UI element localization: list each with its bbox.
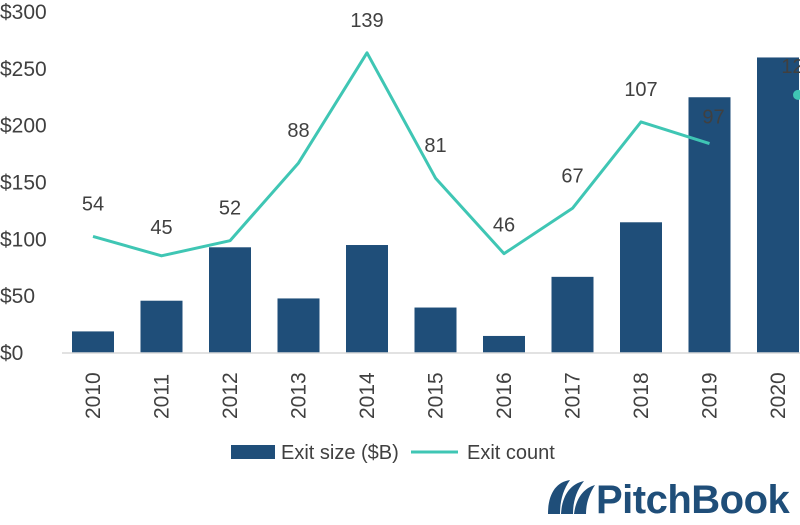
bar-exit-size-2012: [209, 247, 251, 353]
data-label-exit-count: 97: [702, 107, 724, 129]
data-label-exit-count: 139: [350, 10, 383, 32]
exit-count-series: [92, 51, 800, 258]
y-tick-label: $250: [0, 58, 47, 81]
x-tick-label: 2020: [767, 372, 790, 419]
x-tick-label: 2017: [562, 372, 585, 419]
x-tick-label: 2013: [288, 372, 311, 419]
x-tick-label: 2012: [219, 372, 242, 419]
bar-exit-size-2010: [72, 331, 114, 353]
legend-label-exit-size: Exit size ($B): [281, 442, 399, 464]
x-tick-label: 2016: [493, 372, 516, 419]
bar-exit-size-2020: [757, 57, 799, 353]
bar-exit-size-2018: [620, 222, 662, 353]
x-tick-label: 2010: [82, 372, 105, 419]
y-tick-label: $50: [0, 285, 35, 308]
legend-label-exit-count: Exit count: [467, 442, 555, 464]
data-label-exit-count: 67: [561, 165, 583, 187]
data-label-exit-count: 81: [424, 135, 446, 157]
x-tick-label: 2018: [630, 372, 653, 419]
x-tick-label: 2011: [151, 374, 174, 419]
x-tick-label: 2014: [356, 372, 379, 419]
line-exit-count: [92, 51, 710, 258]
bar-exit-size-2013: [277, 298, 320, 353]
bar-exit-size-2015: [414, 307, 457, 353]
data-labels: 54 45 52 88 139 81 46 67 107 97 120: [82, 10, 800, 239]
data-label-exit-count: 52: [219, 198, 241, 220]
y-tick-label: $150: [0, 172, 47, 195]
data-label-exit-count: 88: [287, 120, 309, 142]
data-label-exit-count: 120: [781, 56, 800, 78]
y-tick-label: $100: [0, 228, 47, 251]
y-tick-label: $0: [0, 342, 23, 365]
x-tick-label: 2019: [699, 372, 722, 419]
bars: [72, 57, 799, 353]
legend: Exit size ($B) Exit count: [231, 442, 555, 464]
bar-exit-size-2016: [483, 335, 525, 353]
bar-exit-size-2017: [551, 276, 594, 353]
data-label-exit-count: 46: [493, 215, 515, 237]
data-label-exit-count: 107: [624, 79, 657, 101]
legend-swatch-exit-size: [231, 445, 275, 459]
bar-exit-size-2019: [688, 97, 731, 353]
pitchbook-leaf-icon: [548, 480, 595, 514]
y-axis: $0 $50 $100 $150 $200 $250 $300: [0, 1, 47, 365]
x-tick-label: 2015: [425, 372, 448, 419]
data-label-exit-count: 54: [82, 193, 104, 215]
data-label-exit-count: 45: [150, 217, 172, 239]
bar-exit-size-2014: [346, 245, 388, 353]
y-tick-label: $300: [0, 1, 47, 24]
bar-exit-size-2011: [140, 300, 183, 353]
pitchbook-wordmark: PitchBook: [596, 478, 791, 522]
pitchbook-logo: PitchBook: [548, 478, 791, 522]
point-exit-count-2020: [793, 89, 800, 100]
y-tick-label: $200: [0, 115, 47, 138]
x-axis: 2010 2011 2012 2013 2014 2015 2016 2017 2018 2019…: [82, 372, 790, 419]
